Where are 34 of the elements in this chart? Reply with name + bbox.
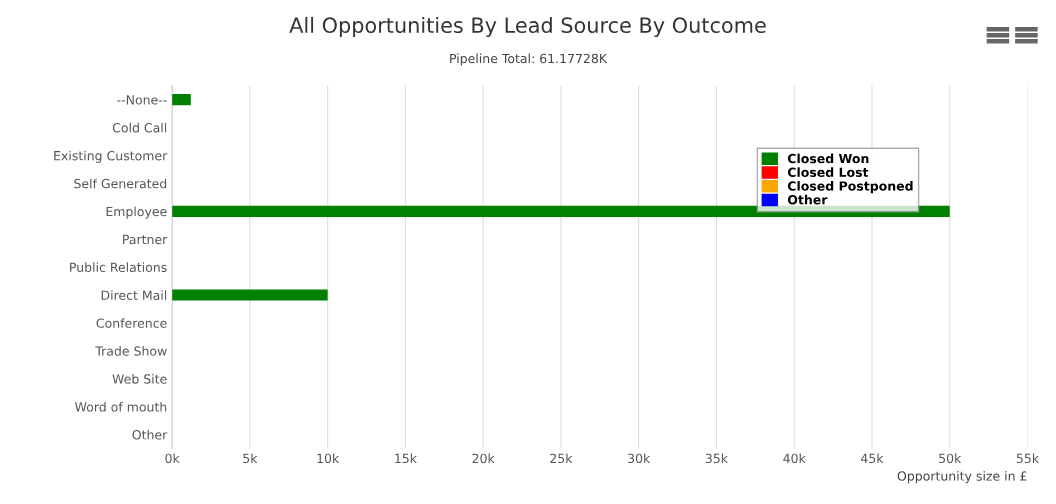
x-tick-label: 20k [472, 453, 495, 464]
x-tick-label: 50k [939, 453, 962, 464]
y-tick-label: Word of mouth [74, 401, 167, 412]
legend-label: Closed Lost [787, 167, 869, 177]
x-axis-title: Opportunity size in £ [897, 471, 1027, 484]
x-tick-label: 5k [243, 453, 258, 464]
x-tick-label: 30k [628, 453, 651, 464]
y-tick-label: Public Relations [70, 262, 167, 273]
x-tick-label: 0k [165, 453, 180, 464]
x-tick-label: 15k [395, 453, 417, 464]
y-tick-label: Cold Call [112, 122, 167, 133]
y-tick-label: Web Site [112, 374, 167, 384]
y-tick-label: Trade Show [95, 346, 167, 356]
x-tick-label: 55k [1016, 453, 1040, 464]
chart-subtitle: Pipeline Total: 61.17728K [450, 53, 608, 66]
y-tick-label: Existing Customer [54, 150, 168, 163]
legend-label: Closed Won [787, 153, 869, 164]
chart-title: All Opportunities By Lead Source By Outcome [289, 16, 766, 38]
legend-label: Other [787, 194, 828, 205]
bar [172, 289, 328, 301]
y-tick-label: Conference [96, 318, 167, 328]
x-tick-label: 10k [317, 453, 340, 464]
y-tick-label: Partner [123, 234, 168, 245]
y-tick-label: Direct Mail [101, 290, 167, 300]
x-tick-label: 35k [705, 453, 728, 464]
x-tick-label: 40k [783, 453, 806, 464]
legend-label: Closed Postponed [787, 181, 913, 194]
y-tick-label: Other [132, 429, 168, 440]
x-tick-label: 25k [550, 453, 573, 464]
y-tick-label: Self Generated [74, 178, 167, 189]
bar [172, 94, 191, 106]
x-tick-label: 45k [861, 453, 884, 464]
y-tick-label: Employee [106, 206, 167, 219]
y-tick-label: --None-- [117, 95, 167, 105]
